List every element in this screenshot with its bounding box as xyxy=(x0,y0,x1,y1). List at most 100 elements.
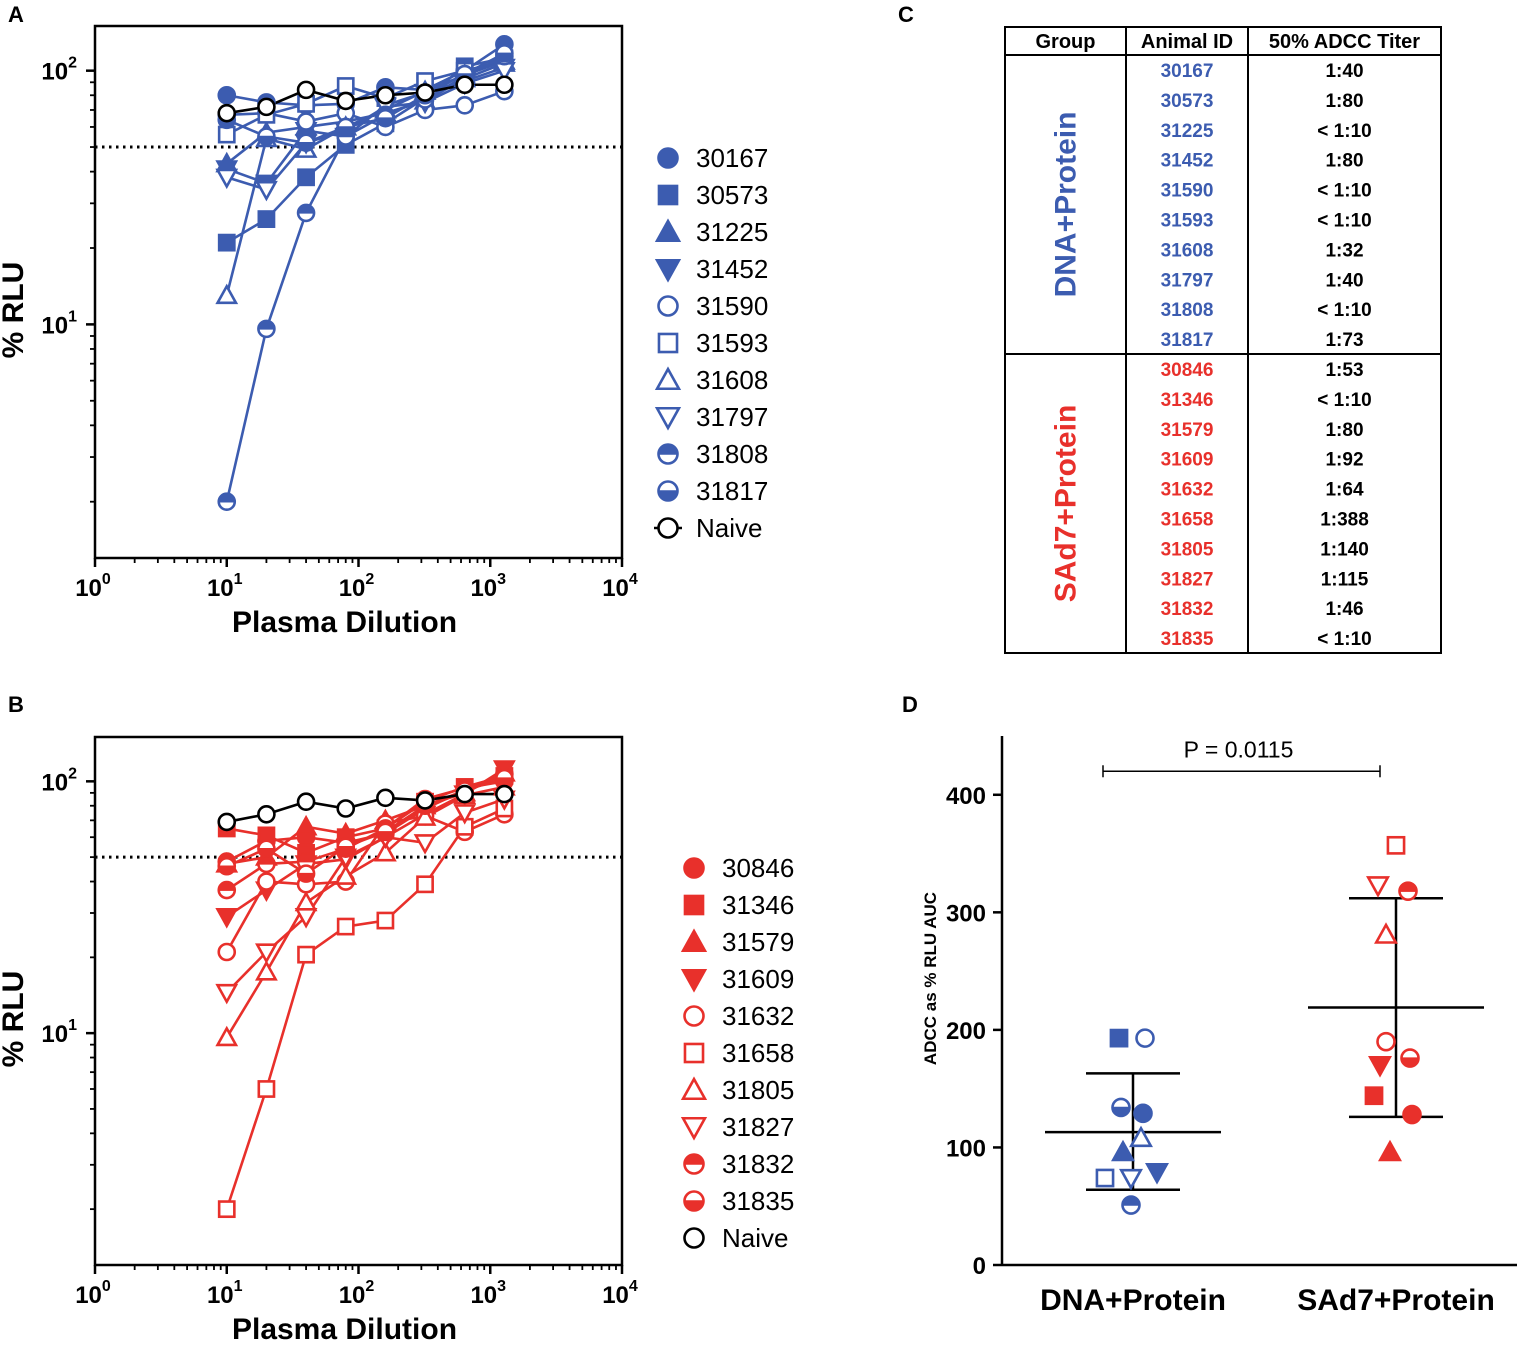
data-point-naive xyxy=(415,83,435,102)
legend-label: Naive xyxy=(722,1223,788,1253)
legend-label: 31835 xyxy=(722,1186,794,1216)
data-point-31805 xyxy=(1374,922,1398,944)
data-point-30846 xyxy=(1402,1104,1422,1125)
data-point-30573 xyxy=(257,210,276,229)
y-axis: 101 102 xyxy=(41,55,95,503)
x-tick-label: 100 xyxy=(75,1278,111,1309)
data-point-naive xyxy=(336,799,356,818)
series-markers xyxy=(215,760,516,1219)
legend-label: 31579 xyxy=(722,927,794,957)
data-point-31832 xyxy=(217,880,237,900)
data-point-31827 xyxy=(413,834,437,855)
legend: 30167 30573 31225 31452 31590 31593 31608 31797… xyxy=(654,143,768,543)
table-animal-id: 31225 xyxy=(1161,121,1214,142)
x-category-label: SAd7+Protein xyxy=(1297,1284,1495,1317)
data-point-31593 xyxy=(1095,1168,1115,1188)
legend-label: 31827 xyxy=(722,1112,794,1142)
data-point-naive xyxy=(415,791,435,810)
data-point-31632 xyxy=(257,872,276,891)
y-tick-label: 400 xyxy=(946,783,986,810)
table-titer: 1:80 xyxy=(1325,420,1363,441)
y-tick-label: 101 xyxy=(41,1017,77,1048)
legend-label: 31832 xyxy=(722,1149,794,1179)
y-tick-label: 100 xyxy=(946,1135,986,1162)
legend-label: 31805 xyxy=(722,1075,794,1105)
legend-marker-30167 xyxy=(657,147,679,169)
legend-marker-31797 xyxy=(654,406,682,431)
table-titer: 1:80 xyxy=(1325,91,1363,112)
legend-marker-naive xyxy=(657,517,679,539)
y-tick-label: 300 xyxy=(946,900,986,927)
data-point-31827 xyxy=(453,804,477,825)
table-animal-id: 31452 xyxy=(1161,151,1214,172)
data-point-31817 xyxy=(495,44,514,63)
data-point-31827 xyxy=(215,983,239,1005)
table-animal-id: 31658 xyxy=(1161,510,1214,531)
legend-label: 31608 xyxy=(696,365,768,395)
y-tick-label: 102 xyxy=(41,765,77,796)
data-point-31835 xyxy=(217,856,237,876)
data-point-31808 xyxy=(296,203,316,223)
x-axis-title: Plasma Dilution xyxy=(232,1313,457,1346)
table-titer: 1:40 xyxy=(1325,61,1363,82)
data-point-31805 xyxy=(294,890,318,912)
table-group-label: SAd7+Protein xyxy=(1050,405,1083,603)
x-tick-label: 104 xyxy=(602,571,638,602)
x-axis: 100 101 102 103 104 xyxy=(75,1265,638,1309)
legend-label: 30573 xyxy=(696,180,768,210)
table-animal-id: 31632 xyxy=(1161,480,1214,501)
y-tick-label: 101 xyxy=(41,308,77,339)
y-axis: 101 102 xyxy=(41,765,95,1211)
data-point-31590 xyxy=(296,112,316,131)
x-tick-label: 101 xyxy=(207,571,243,602)
data-point-31609 xyxy=(215,908,239,929)
legend-marker-31808 xyxy=(657,443,679,465)
data-point-31608 xyxy=(1129,1125,1153,1148)
data-point-31805 xyxy=(334,864,358,885)
data-point-naive xyxy=(495,784,514,804)
table-titer: 1:140 xyxy=(1320,539,1369,560)
table-animal-id: 31832 xyxy=(1161,599,1214,620)
table-animal-id: 30573 xyxy=(1161,91,1214,112)
table-titer: 1:388 xyxy=(1320,510,1369,531)
table-titer: < 1:10 xyxy=(1317,300,1371,321)
panel-d-letter: D xyxy=(902,692,918,717)
x-tick-label: 101 xyxy=(207,1278,243,1309)
data-point-30167 xyxy=(1133,1103,1153,1124)
data-point-31346 xyxy=(1364,1086,1384,1106)
data-point-31658 xyxy=(257,1080,276,1098)
data-point-31579 xyxy=(294,814,318,836)
data-point-31658 xyxy=(217,1200,236,1219)
table-animal-id: 31817 xyxy=(1161,330,1214,351)
table-animal-id: 30167 xyxy=(1161,61,1214,82)
data-point-31835 xyxy=(1400,1048,1420,1068)
data-point-30573 xyxy=(1109,1028,1129,1048)
table-titer: 1:32 xyxy=(1325,240,1363,261)
series-markers xyxy=(215,35,516,512)
table-animal-id: 31808 xyxy=(1161,300,1214,321)
x-tick-label: 103 xyxy=(470,1278,506,1309)
data-point-naive xyxy=(257,97,276,117)
legend-marker-31609 xyxy=(680,968,708,993)
y-axis-title: % RLU xyxy=(0,971,30,1068)
y-tick-label: 0 xyxy=(973,1253,986,1280)
table-titer: 1:46 xyxy=(1325,599,1363,620)
x-axis-title: Plasma Dilution xyxy=(232,606,457,639)
table-titer: 1:115 xyxy=(1321,569,1369,590)
table-animal-id: 31346 xyxy=(1161,390,1214,411)
data-point-31817 xyxy=(336,117,356,137)
legend-marker-31827 xyxy=(680,1116,708,1141)
data-point-31590 xyxy=(455,96,475,115)
legend-marker-31346 xyxy=(683,894,705,916)
data-point-31593 xyxy=(336,77,355,95)
legend-label: 31817 xyxy=(696,476,768,506)
data-point-31808 xyxy=(1121,1195,1141,1215)
table-titer: 1:92 xyxy=(1325,450,1363,471)
legend-marker-31225 xyxy=(654,218,682,243)
table-titer: < 1:10 xyxy=(1317,181,1371,202)
data-point-31658 xyxy=(376,911,395,930)
data-point-31797 xyxy=(215,168,239,190)
legend-label: 30167 xyxy=(696,143,768,173)
data-point-31805 xyxy=(373,840,397,862)
